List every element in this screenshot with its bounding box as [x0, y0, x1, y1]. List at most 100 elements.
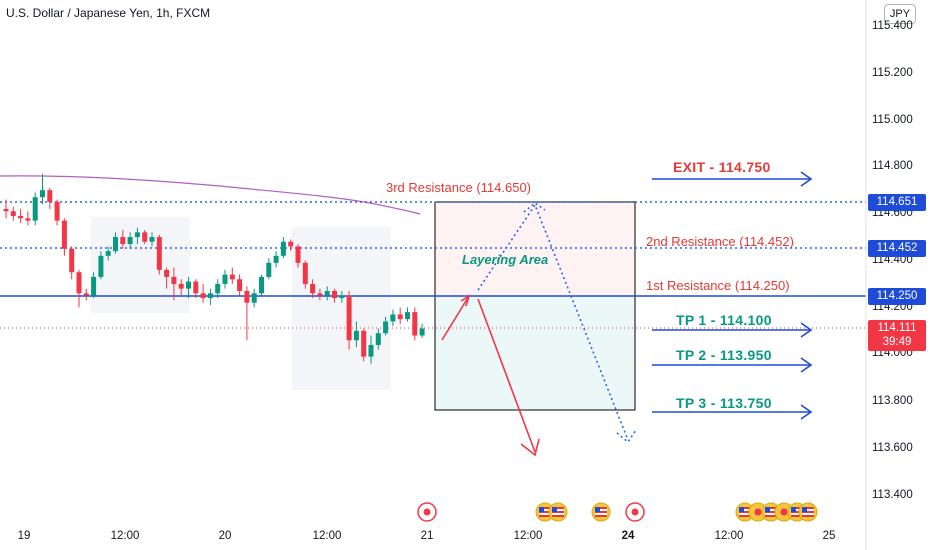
candle-down — [178, 283, 184, 289]
candle-down — [18, 215, 24, 219]
candle-down — [142, 232, 148, 242]
event-markers[interactable] — [417, 502, 818, 522]
y-tick-label: 113.600 — [872, 442, 913, 454]
x-tick-label: 12:00 — [714, 530, 744, 542]
candle-down — [332, 290, 337, 299]
projection-path — [477, 203, 629, 441]
candle-down — [54, 201, 60, 221]
candle-down — [295, 246, 301, 263]
candle-down — [25, 218, 31, 221]
exit-arrow-head — [800, 171, 813, 187]
candle-up — [98, 255, 104, 277]
candle-up — [339, 295, 345, 299]
candle-down — [76, 272, 82, 294]
candle-down — [229, 274, 235, 280]
res3-label: 3rd Resistance (114.650) — [386, 180, 532, 195]
candle-up — [40, 190, 45, 198]
candle-down — [346, 295, 352, 341]
y-tick-label: 113.400 — [872, 489, 913, 501]
candle-up — [134, 232, 140, 238]
price-label-res3: 114.651 — [868, 194, 926, 211]
candle-down — [120, 237, 126, 245]
tp3-label: TP 3 - 113.750 — [676, 395, 772, 411]
y-tick-label: 114.800 — [872, 160, 913, 172]
candle-up — [390, 314, 396, 322]
candle-down — [3, 208, 9, 212]
current-price-value: 114.111 — [877, 322, 917, 334]
candle-down — [47, 190, 53, 202]
currency-label[interactable]: JPY — [884, 4, 916, 24]
x-tick-label: 20 — [218, 530, 232, 542]
x-tick-label: 19 — [17, 530, 31, 542]
candle-down — [61, 220, 67, 249]
candle-up — [127, 237, 133, 245]
chart-title: U.S. Dollar / Japanese Yen, 1h, FXCM — [6, 6, 211, 20]
layering-zone — [435, 202, 635, 296]
tp2-label: TP 2 - 113.950 — [676, 347, 772, 363]
candle-down — [164, 269, 170, 277]
event-red-dot — [423, 508, 431, 516]
res1-label: 1st Resistance (114.250) — [646, 278, 790, 293]
candle-up — [186, 281, 191, 289]
candle-up — [207, 293, 213, 299]
candle-up — [251, 293, 257, 303]
us-flag-event-group-3[interactable] — [735, 502, 818, 522]
exit-label: EXIT - 114.750 — [673, 159, 771, 175]
candle-up — [215, 283, 221, 294]
candle-down — [69, 248, 75, 273]
candle-up — [91, 276, 97, 296]
candle-up — [32, 197, 38, 221]
candlestick-series — [3, 173, 425, 364]
x-tick-label: 21 — [420, 530, 434, 542]
bar-countdown: 39:49 — [882, 336, 912, 348]
candle-up — [113, 237, 118, 252]
layering-area-label: Layering Area — [462, 252, 549, 267]
y-tick-label: 114.400 — [872, 254, 913, 266]
candle-up — [405, 312, 410, 320]
candle-down — [193, 281, 199, 294]
candle-up — [280, 241, 286, 256]
y-tick-label: 113.800 — [872, 395, 913, 407]
us-flag-event-2[interactable] — [591, 502, 611, 522]
candle-down — [412, 312, 418, 336]
tp1-label: TP 1 - 114.100 — [676, 312, 772, 328]
candle-up — [375, 333, 381, 345]
y-tick-label: 115.000 — [872, 114, 913, 126]
tp3-arrow-head — [800, 404, 813, 420]
price-label-res2: 114.452 — [868, 240, 926, 257]
candle-up — [324, 290, 330, 296]
candle-down — [288, 241, 294, 247]
consolidation-box-2 — [292, 227, 391, 390]
y-tick-label: 115.400 — [872, 20, 913, 32]
target-zone — [435, 296, 635, 410]
current-price-label: 114.111 39:49 — [868, 320, 926, 351]
candle-up — [266, 262, 272, 277]
candle-up — [273, 255, 279, 263]
candle-up — [353, 330, 359, 341]
candle-up — [259, 276, 264, 294]
us-flag-event-group-1[interactable] — [535, 502, 568, 522]
event-red-dot-2 — [631, 508, 639, 516]
x-tick-label: 12:00 — [312, 530, 342, 542]
candle-up — [105, 251, 111, 256]
consolidation-box-1 — [91, 217, 190, 313]
candle-up — [383, 321, 389, 334]
drop-arrow — [477, 298, 536, 453]
drop-arrow-head — [520, 438, 540, 457]
candle-down — [302, 262, 308, 284]
candle-down — [237, 279, 243, 291]
x-tick-label: 12:00 — [513, 530, 543, 542]
candle-down — [200, 293, 206, 299]
candle-up — [419, 328, 425, 336]
entry-arrow-head — [460, 294, 471, 307]
candle-down — [310, 283, 316, 294]
y-tick-label: 115.200 — [872, 67, 913, 79]
candle-down — [10, 211, 16, 216]
tp1-arrow-head — [800, 322, 813, 338]
x-tick-label: 12:00 — [110, 530, 140, 542]
candle-down — [317, 293, 323, 296]
res2-label: 2nd Resistance (114.452) — [646, 234, 794, 249]
candle-down — [397, 314, 403, 320]
x-tick-label: 24 — [621, 530, 635, 542]
